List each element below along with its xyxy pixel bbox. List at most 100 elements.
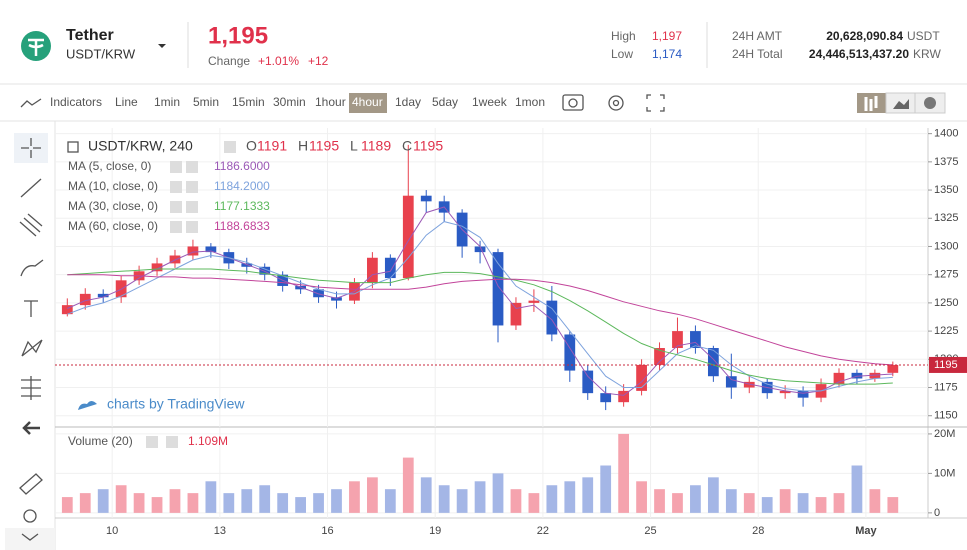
volume-bar (761, 497, 773, 513)
volume-bar (349, 481, 360, 513)
x-tick-label: 25 (644, 525, 656, 537)
volume-bar (815, 497, 827, 513)
y-tick-label: 1275 (934, 269, 958, 281)
volume-bar (241, 489, 253, 513)
price: 1,195 (208, 22, 268, 49)
volume-bar (205, 481, 217, 513)
text-tool[interactable] (24, 300, 38, 317)
candle-body (420, 195, 432, 202)
x-tick-label: 19 (429, 525, 441, 537)
collapse-icon[interactable] (67, 141, 79, 153)
trendline-tool[interactable] (20, 178, 42, 198)
volume-bar (61, 497, 73, 513)
candle-body (851, 372, 863, 379)
candle-body (797, 390, 809, 398)
settings-box[interactable] (170, 201, 182, 213)
interval-button[interactable]: 15min (232, 95, 265, 109)
interval-button[interactable]: 1hour (315, 95, 346, 109)
volume-bar (779, 489, 791, 513)
settings-icon[interactable] (608, 95, 624, 111)
candle-body (618, 390, 630, 403)
camera-lens (568, 98, 578, 108)
close-box[interactable] (186, 161, 198, 173)
candle-body (331, 297, 342, 301)
volume-bar (420, 477, 432, 513)
candle-body (384, 257, 396, 279)
close-box[interactable] (166, 436, 178, 448)
ma-value: 1186.6000 (214, 159, 270, 173)
tradingview-logo[interactable] (78, 401, 97, 410)
indicators-button[interactable]: Indicators (50, 95, 102, 109)
close-box[interactable] (186, 221, 198, 233)
volume-bar (492, 473, 504, 513)
interval-button[interactable]: 4hour (352, 95, 383, 109)
symbol-title: USDT/KRW, 240 (88, 138, 193, 154)
interval-button[interactable]: 1min (154, 95, 180, 109)
volume-bar (97, 489, 109, 513)
y-tick-label: 1400 (934, 128, 958, 140)
ma-value: 1177.1333 (214, 199, 270, 213)
crosshair-tool[interactable] (21, 138, 41, 158)
close-box[interactable] (186, 201, 198, 213)
fib-tool[interactable] (19, 213, 43, 237)
total-label: 24H Total (732, 47, 782, 61)
zoom-tool[interactable] (23, 509, 37, 523)
y-tick-label: 1150 (934, 410, 958, 422)
x-tick-label: 10 (106, 525, 118, 537)
candle-body (510, 302, 522, 326)
interval-button[interactable]: 5day (432, 95, 458, 109)
settings-box[interactable] (170, 161, 182, 173)
volume-bar (367, 477, 378, 513)
brush-tool[interactable] (20, 259, 44, 277)
fullscreen-icon[interactable] (646, 94, 665, 112)
total-unit: KRW (913, 47, 941, 61)
interval-button[interactable]: 1mon (515, 95, 545, 109)
settings-box[interactable] (170, 221, 182, 233)
candle-body (259, 266, 271, 275)
volume-title: Volume (20) (68, 434, 133, 448)
dropdown[interactable] (158, 44, 166, 48)
candle-style-icon (864, 96, 878, 111)
interval-button[interactable]: Line (115, 95, 138, 109)
candle-body (672, 331, 683, 349)
volume-bar (151, 497, 163, 513)
close-box[interactable] (186, 181, 198, 193)
pattern-tool[interactable] (21, 339, 43, 357)
y-tick-label: 10M (934, 467, 955, 479)
settings-box[interactable] (170, 181, 182, 193)
volume-bar (133, 493, 145, 513)
back-tool[interactable] (22, 421, 40, 435)
ohlc-value: 1189 (361, 138, 391, 154)
volume-bar (510, 489, 522, 513)
volume-bar (797, 493, 809, 513)
interval-button[interactable]: 1day (395, 95, 421, 109)
ruler-tool[interactable] (19, 473, 43, 495)
camera-icon[interactable] (562, 94, 584, 111)
amt-value: 20,628,090.84 (826, 29, 903, 43)
settings-box[interactable] (146, 436, 158, 448)
change-pct: +1.01% (258, 54, 299, 68)
x-tick-label: 28 (752, 525, 764, 537)
marks (61, 144, 899, 513)
candle-body (313, 289, 324, 298)
watermark[interactable]: charts by TradingView (107, 396, 245, 412)
volume-bar (743, 493, 755, 513)
candle-body (367, 257, 378, 283)
settings-box[interactable] (224, 141, 236, 153)
candle-body (528, 300, 540, 303)
y-tick-label: 1350 (934, 184, 958, 196)
interval-button[interactable]: 1week (472, 95, 508, 109)
volume-bar (707, 477, 719, 513)
candle-body (61, 305, 73, 315)
volume-bar (402, 457, 414, 513)
ma-line (67, 221, 893, 392)
scroll-button[interactable] (5, 528, 55, 550)
prediction-tool[interactable] (21, 376, 41, 400)
coin-pair[interactable]: USDT/KRW (66, 46, 136, 61)
indicator-icon[interactable] (20, 98, 42, 108)
interval-button[interactable]: 5min (193, 95, 219, 109)
interval-button[interactable]: 30min (273, 95, 306, 109)
volume-bar (851, 465, 863, 513)
candle-body (546, 300, 558, 335)
volume-bar (277, 493, 289, 513)
